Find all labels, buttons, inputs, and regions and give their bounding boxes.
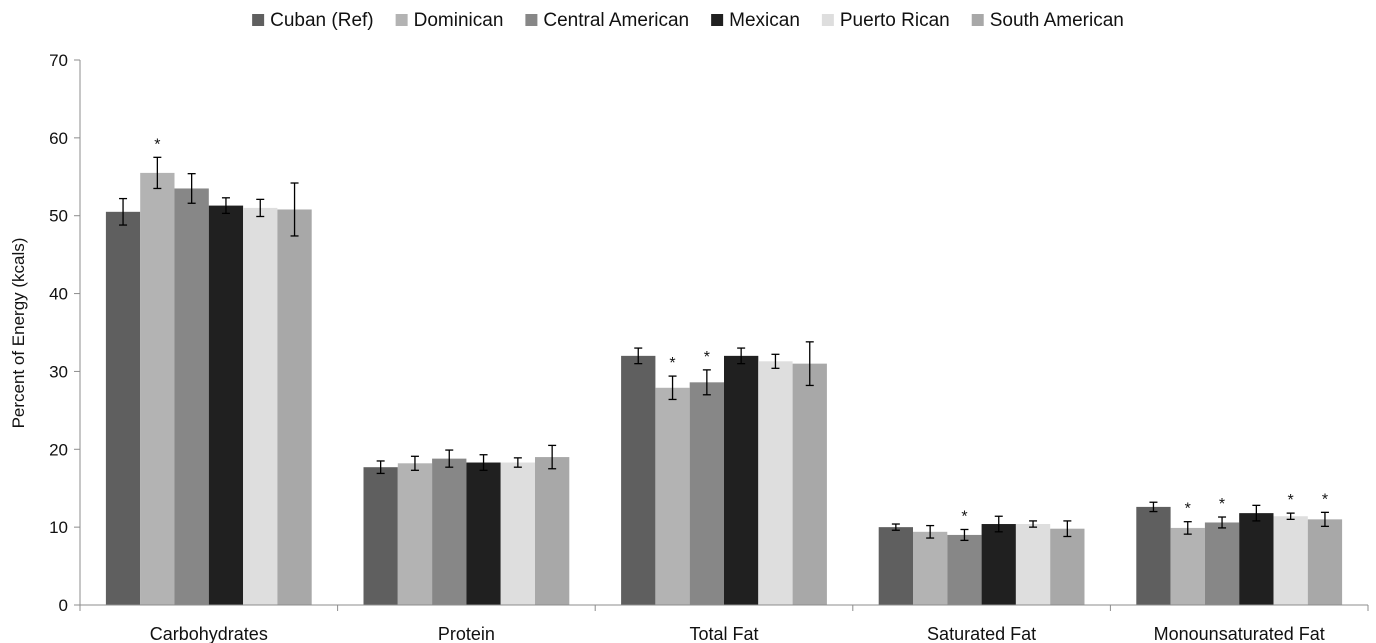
y-tick-label: 40: [49, 285, 68, 304]
bar-cuban-ref-total-fat: [621, 355, 656, 605]
y-tick-label: 10: [49, 518, 68, 537]
bar-puerto-rican-total-fat: [758, 361, 793, 605]
y-tick-label: 70: [49, 51, 68, 70]
bar-central-american-saturated-fat: [947, 534, 982, 605]
significance-marker: *: [1322, 491, 1328, 508]
bar-dominican-total-fat: [655, 387, 690, 605]
bar-dominican-carbohydrates: [140, 172, 175, 605]
bar-puerto-rican-protein: [500, 462, 535, 605]
significance-marker: *: [669, 355, 675, 372]
bar-south-american-carbohydrates: [277, 209, 312, 605]
bar-central-american-protein: [432, 458, 467, 605]
legend-item-cuban-ref: Cuban (Ref): [252, 10, 374, 31]
y-tick-label: 50: [49, 207, 68, 226]
legend-label-dominican: Dominican: [414, 10, 504, 31]
legend-item-puerto-rican: Puerto Rican: [821, 10, 950, 31]
bar-mexican-saturated-fat: [981, 524, 1016, 605]
bar-mexican-carbohydrates: [208, 205, 244, 606]
legend-item-mexican: Mexican: [711, 10, 800, 31]
bar-dominican-monounsaturated-fat: [1170, 527, 1205, 605]
legend-label-cuban-ref: Cuban (Ref): [270, 10, 374, 31]
significance-marker: *: [704, 349, 710, 366]
bar-puerto-rican-carbohydrates: [243, 207, 278, 605]
significance-marker: *: [154, 136, 160, 153]
y-axis: 0 10 20 30 40 50 60 70: [49, 51, 81, 615]
plot-area: * * * * * * * *: [105, 136, 1343, 606]
category-label-saturated-fat: Saturated Fat: [927, 624, 1036, 643]
bar-south-american-total-fat: [792, 363, 827, 605]
significance-marker: *: [961, 508, 967, 525]
bar-puerto-rican-monounsaturated-fat: [1273, 516, 1308, 605]
bar-dominican-protein: [397, 463, 433, 605]
legend-swatch-puerto-rican: [821, 14, 834, 26]
category-label-carbohydrates: Carbohydrates: [150, 624, 268, 643]
legend-label-mexican: Mexican: [729, 10, 800, 31]
legend-item-central-american: Central American: [525, 10, 689, 31]
legend-swatch-cuban-ref: [252, 14, 265, 26]
category-label-total-fat: Total Fat: [689, 624, 758, 643]
bar-cuban-ref-monounsaturated-fat: [1136, 506, 1171, 605]
y-tick-label: 0: [59, 596, 68, 615]
legend-swatch-dominican: [395, 14, 408, 26]
bar-central-american-carbohydrates: [174, 188, 209, 605]
bar-mexican-protein: [466, 462, 501, 605]
legend-swatch-mexican: [711, 14, 724, 26]
bar-central-american-monounsaturated-fat: [1204, 522, 1240, 605]
bar-south-american-monounsaturated-fat: [1307, 519, 1343, 605]
bar-dominican-saturated-fat: [913, 531, 948, 605]
y-axis-title: Percent of Energy (kcals): [9, 238, 28, 429]
y-tick-label: 60: [49, 129, 68, 148]
legend-label-central-american: Central American: [543, 10, 689, 31]
bar-cuban-ref-carbohydrates: [105, 211, 141, 606]
bar-south-american-protein: [535, 457, 570, 605]
legend-swatch-central-american: [525, 14, 538, 26]
legend-item-south-american: South American: [971, 10, 1124, 31]
y-tick-label: 30: [49, 362, 68, 381]
bar-cuban-ref-saturated-fat: [878, 527, 913, 605]
bar-mexican-monounsaturated-fat: [1239, 513, 1274, 605]
legend-label-south-american: South American: [990, 10, 1124, 31]
y-tick-label: 20: [49, 440, 68, 459]
significance-marker: *: [1185, 501, 1191, 518]
bar-cuban-ref-protein: [363, 467, 398, 605]
legend-swatch-south-american: [971, 14, 984, 26]
significance-marker: *: [1288, 492, 1294, 509]
bar-mexican-total-fat: [724, 355, 759, 605]
legend: Cuban (Ref) Dominican Central American Mexi…: [252, 10, 1124, 31]
bar-south-american-saturated-fat: [1050, 528, 1085, 605]
legend-item-dominican: Dominican: [395, 10, 504, 31]
x-axis: Carbohydrates Protein Total Fat Saturated F…: [79, 604, 1369, 643]
significance-marker: *: [1219, 496, 1225, 513]
category-label-protein: Protein: [438, 624, 495, 643]
legend-label-puerto-rican: Puerto Rican: [840, 10, 950, 31]
category-label-monounsaturated-fat: Monounsaturated Fat: [1154, 624, 1325, 643]
bar-puerto-rican-saturated-fat: [1015, 524, 1051, 605]
bar-central-american-total-fat: [689, 382, 724, 605]
